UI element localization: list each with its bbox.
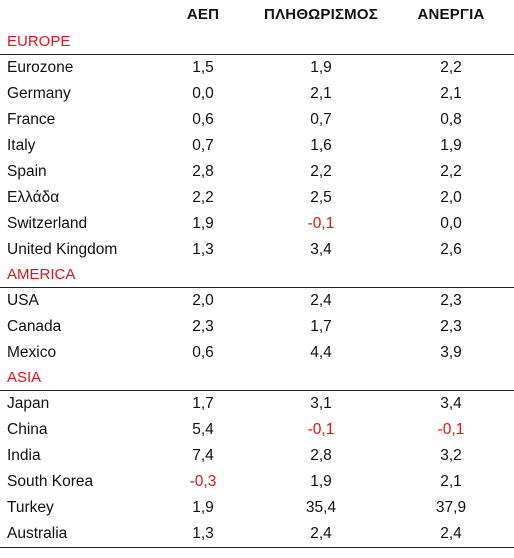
unemployment-value: 0,8 [440,111,462,128]
unemployment-value: 3,2 [440,447,462,464]
country-name: Ελλάδα [7,189,60,206]
table-row: Turkey 1,9 35,4 37,9 [0,495,514,521]
section-title-europe: EUROPE [7,33,71,50]
section-rows: Japan 1,7 3,1 3,4 China 5,4 -0,1 -0,1 India 7,4 2,… [0,390,514,548]
gdp-value: 5,4 [192,421,214,438]
unemployment-value: 3,4 [440,395,462,412]
inflation-value: 0,7 [310,111,332,128]
gdp-value: 1,7 [192,395,214,412]
table-row: Eurozone 1,5 1,9 2,2 [0,55,514,81]
inflation-value: 2,1 [310,85,332,102]
table-row: South Korea -0,3 1,9 2,1 [0,469,514,495]
table-row: Spain 2,8 2,2 2,2 [0,159,514,185]
unemployment-value: 2,1 [440,473,462,490]
unemployment-value: 1,9 [440,137,462,154]
country-name: Japan [7,395,50,412]
gdp-value: 2,3 [192,318,214,335]
country-name: China [7,421,48,438]
country-name: Australia [7,525,68,542]
table-header: ΑΕΠ ΠΛΗΘΩΡΙΣΜΟΣ ΑΝΕΡΓΙΑ [0,0,514,28]
gdp-value: 7,4 [192,447,214,464]
unemployment-value: 37,9 [435,499,467,516]
inflation-value: 1,7 [310,318,332,335]
unemployment-value: 2,0 [440,189,462,206]
gdp-value: 1,3 [192,525,214,542]
country-name: Canada [7,318,62,335]
table-row: Switzerland 1,9 -0,1 0,0 [0,211,514,237]
inflation-value: 3,1 [310,395,332,412]
inflation-value: 2,8 [310,447,332,464]
unemployment-value: 2,3 [440,292,462,309]
unemployment-value: 2,2 [440,163,462,180]
table-row: India 7,4 2,8 3,2 [0,443,514,469]
country-name: Italy [7,137,36,154]
table-row: Japan 1,7 3,1 3,4 [0,391,514,417]
inflation-value: 4,4 [310,344,332,361]
header-inflation: ΠΛΗΘΩΡΙΣΜΟΣ [264,6,378,23]
unemployment-value: -0,1 [437,421,465,438]
inflation-value: 1,6 [310,137,332,154]
country-name: India [7,447,41,464]
table-row: Canada 2,3 1,7 2,3 [0,314,514,340]
country-name: United Kingdom [7,241,118,258]
unemployment-value: 2,6 [440,241,462,258]
inflation-value: 1,9 [310,473,332,490]
inflation-value: 2,4 [310,525,332,542]
unemployment-value: 2,4 [440,525,462,542]
table-row: Australia 1,3 2,4 2,4 [0,521,514,547]
gdp-value: 1,3 [192,241,214,258]
inflation-value: 1,9 [310,59,332,76]
table-row: United Kingdom 1,3 3,4 2,6 [0,237,514,263]
table-row: Germany 0,0 2,1 2,1 [0,81,514,107]
country-name: Germany [7,85,71,102]
gdp-value: -0,3 [189,473,217,490]
gdp-value: 0,0 [192,85,214,102]
unemployment-value: 2,1 [440,85,462,102]
inflation-value: 3,4 [310,241,332,258]
table-row: China 5,4 -0,1 -0,1 [0,417,514,443]
table-row: USA 2,0 2,4 2,3 [0,288,514,314]
country-name: USA [7,292,39,309]
gdp-value: 2,2 [192,189,214,206]
gdp-value: 1,5 [192,59,214,76]
table-row: Italy 0,7 1,6 1,9 [0,133,514,159]
gdp-value: 1,9 [192,499,214,516]
unemployment-value: 2,3 [440,318,462,335]
inflation-value: 35,4 [305,499,337,516]
unemployment-value: 0,0 [440,215,462,232]
table-row: France 0,6 0,7 0,8 [0,107,514,133]
table-row: Ελλάδα 2,2 2,5 2,0 [0,185,514,211]
section-rows: Eurozone 1,5 1,9 2,2 Germany 0,0 2,1 2,1 France 0… [0,54,514,263]
gdp-value: 2,0 [192,292,214,309]
unemployment-value: 3,9 [440,344,462,361]
inflation-value: 2,4 [310,292,332,309]
section-title-america: AMERICA [7,266,76,283]
inflation-value: 2,2 [310,163,332,180]
country-name: Spain [7,163,47,180]
gdp-value: 1,9 [192,215,214,232]
section-title-asia: ASIA [7,369,42,386]
country-name: Switzerland [7,215,88,232]
country-name: South Korea [7,473,94,490]
table-row: Mexico 0,6 4,4 3,9 [0,340,514,366]
gdp-value: 0,7 [192,137,214,154]
inflation-value: -0,1 [307,421,335,438]
inflation-value: -0,1 [307,215,335,232]
country-name: France [7,111,56,128]
gdp-value: 0,6 [192,111,214,128]
gdp-value: 0,6 [192,344,214,361]
inflation-value: 2,5 [310,189,332,206]
header-gdp: ΑΕΠ [186,6,220,23]
country-name: Mexico [7,344,57,361]
unemployment-value: 2,2 [440,59,462,76]
country-name: Eurozone [7,59,74,76]
country-name: Turkey [7,499,54,516]
section-rows: USA 2,0 2,4 2,3 Canada 2,3 1,7 2,3 Mexico 0,6 4,4 3… [0,287,514,366]
header-unemployment: ΑΝΕΡΓΙΑ [417,6,485,23]
gdp-value: 2,8 [192,163,214,180]
